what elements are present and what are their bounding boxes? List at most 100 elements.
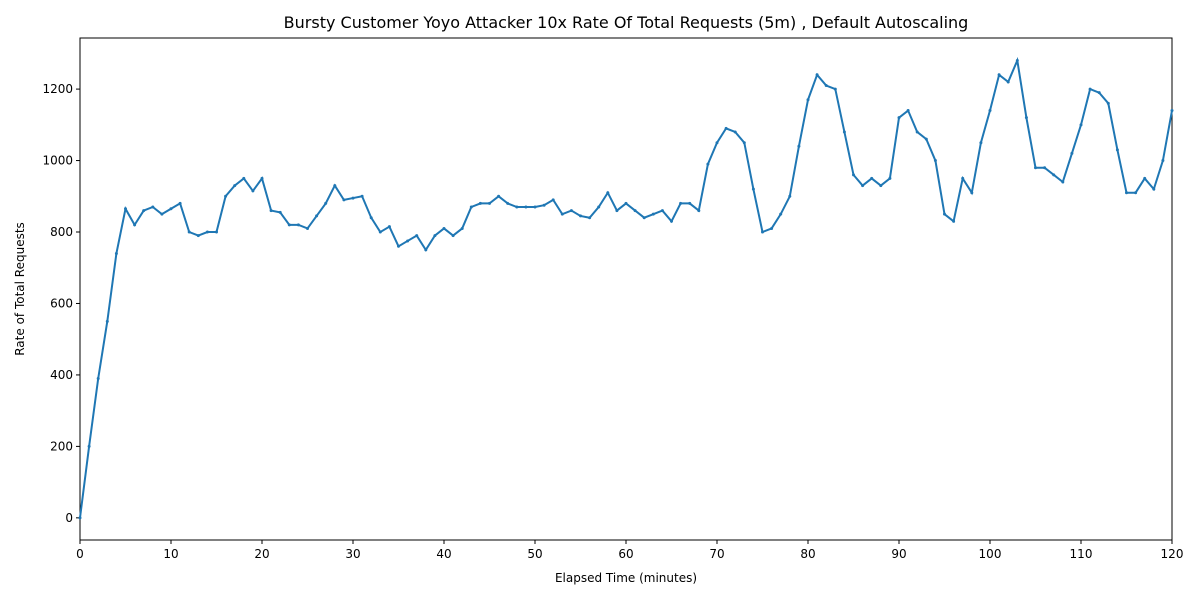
data-point bbox=[324, 201, 328, 205]
data-point bbox=[1143, 176, 1147, 180]
data-point bbox=[160, 212, 164, 216]
data-point bbox=[615, 209, 619, 213]
data-point bbox=[988, 109, 992, 113]
data-point bbox=[788, 194, 792, 198]
x-tick-label: 40 bbox=[436, 547, 451, 561]
data-point bbox=[642, 216, 646, 220]
x-tick-label: 80 bbox=[800, 547, 815, 561]
data-point bbox=[251, 189, 255, 193]
data-point bbox=[442, 226, 446, 230]
data-point bbox=[697, 209, 701, 213]
data-point bbox=[1024, 116, 1028, 120]
data-point bbox=[1015, 59, 1019, 63]
data-point bbox=[187, 230, 191, 234]
data-point bbox=[397, 244, 400, 248]
data-point bbox=[96, 377, 100, 381]
data-point bbox=[1097, 91, 1101, 95]
data-point bbox=[770, 226, 774, 230]
data-point bbox=[105, 319, 109, 323]
x-axis-label: Elapsed Time (minutes) bbox=[555, 571, 697, 585]
data-point bbox=[433, 234, 437, 238]
data-point bbox=[424, 248, 428, 252]
data-point bbox=[1115, 148, 1119, 152]
data-point bbox=[542, 203, 546, 207]
data-point bbox=[342, 198, 346, 202]
data-point bbox=[278, 210, 282, 214]
data-point bbox=[460, 226, 464, 230]
data-point bbox=[779, 212, 783, 216]
data-point bbox=[588, 216, 592, 220]
data-point bbox=[952, 219, 956, 223]
data-point bbox=[1170, 109, 1174, 113]
data-point bbox=[842, 130, 846, 134]
data-point bbox=[415, 234, 419, 238]
data-point bbox=[688, 201, 692, 205]
data-point bbox=[124, 207, 127, 211]
data-point bbox=[1043, 166, 1047, 170]
x-tick-label: 20 bbox=[254, 547, 269, 561]
data-point bbox=[478, 201, 482, 205]
data-point bbox=[569, 209, 573, 213]
data-point bbox=[879, 184, 883, 188]
data-point bbox=[196, 234, 200, 238]
data-point bbox=[833, 87, 837, 91]
y-tick-label: 400 bbox=[50, 368, 73, 382]
data-point bbox=[1061, 180, 1065, 184]
y-tick-label: 1000 bbox=[42, 154, 73, 168]
data-point bbox=[515, 205, 519, 209]
data-point bbox=[751, 187, 755, 191]
data-point bbox=[888, 176, 892, 180]
data-point bbox=[524, 205, 528, 209]
data-point bbox=[1052, 173, 1056, 177]
data-point bbox=[606, 191, 610, 195]
data-point bbox=[260, 176, 264, 180]
data-point bbox=[488, 201, 491, 205]
data-point bbox=[133, 223, 137, 227]
data-point bbox=[824, 84, 828, 88]
data-point bbox=[269, 209, 273, 213]
data-point bbox=[114, 251, 118, 255]
x-tick-label: 70 bbox=[709, 547, 724, 561]
data-point bbox=[215, 230, 218, 234]
data-point bbox=[651, 212, 655, 216]
data-point bbox=[315, 214, 319, 218]
data-point bbox=[87, 444, 91, 448]
data-point bbox=[970, 191, 974, 195]
data-point bbox=[733, 130, 737, 134]
data-point bbox=[961, 176, 965, 180]
x-tick-label: 30 bbox=[345, 547, 360, 561]
data-point bbox=[924, 137, 928, 141]
data-point bbox=[378, 230, 382, 234]
data-point bbox=[360, 194, 364, 198]
data-point bbox=[151, 205, 155, 209]
data-point bbox=[943, 212, 946, 216]
data-point bbox=[861, 184, 865, 188]
data-point bbox=[1079, 123, 1083, 127]
data-point bbox=[351, 196, 355, 200]
data-point bbox=[1088, 87, 1092, 91]
data-point bbox=[296, 223, 300, 227]
data-point bbox=[624, 201, 628, 205]
y-tick-label: 1200 bbox=[42, 82, 73, 96]
data-point bbox=[560, 212, 564, 216]
data-point bbox=[597, 205, 601, 209]
data-point bbox=[287, 223, 291, 227]
y-tick-label: 200 bbox=[50, 439, 73, 453]
data-point bbox=[406, 239, 410, 243]
data-point bbox=[852, 173, 855, 177]
x-tick-label: 90 bbox=[891, 547, 906, 561]
data-point bbox=[897, 116, 901, 120]
data-point bbox=[933, 159, 937, 163]
data-point bbox=[1134, 191, 1138, 195]
data-point bbox=[306, 226, 309, 230]
data-point bbox=[169, 207, 173, 211]
data-point bbox=[1106, 101, 1110, 105]
y-tick-label: 800 bbox=[50, 225, 73, 239]
data-point bbox=[1161, 159, 1165, 163]
data-point bbox=[224, 194, 228, 198]
x-tick-label: 110 bbox=[1070, 547, 1093, 561]
x-tick-label: 120 bbox=[1161, 547, 1184, 561]
data-point bbox=[142, 209, 146, 213]
y-tick-label: 600 bbox=[50, 296, 73, 310]
data-point bbox=[469, 205, 473, 209]
